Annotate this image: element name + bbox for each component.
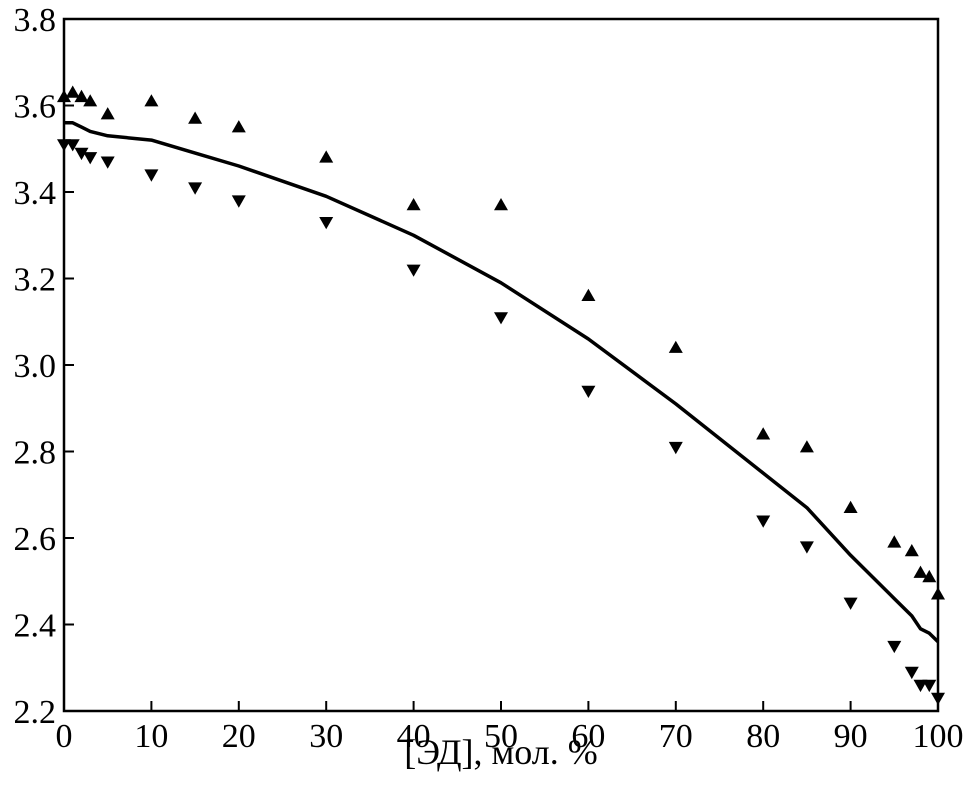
data-point-down-triangle [756,515,771,528]
data-point-up-triangle [83,94,98,107]
data-point-down-triangle [843,597,858,610]
x-tick-label: 20 [222,718,256,755]
data-point-up-triangle [799,440,814,453]
data-point-up-triangle [668,340,683,353]
fit-line [64,121,940,644]
data-point-down-triangle [406,264,421,277]
data-point-down-triangle [231,195,246,208]
data-point-up-triangle [887,535,902,548]
data-point-up-triangle [74,89,89,103]
x-tick-label: 50 [484,718,518,755]
x-tick-label: 0 [56,718,73,755]
data-point-down-triangle [581,385,596,398]
data-point-up-triangle [494,198,508,211]
data-point-down-triangle [904,666,919,680]
y-tick-label: 3.0 [14,348,57,385]
data-point-up-triangle [843,500,858,513]
x-tick-label: 40 [397,718,431,755]
x-tick-label: 80 [746,718,780,755]
x-tick-label: 100 [913,718,964,755]
data-point-down-triangle [494,312,508,325]
data-point-up-triangle [65,85,80,98]
data-point-down-triangle [319,217,334,230]
data-point-down-triangle [922,679,937,693]
data-point-up-triangle [581,288,596,301]
data-point-up-triangle [57,89,71,103]
data-point-up-triangle [756,427,771,440]
x-axis-title: [ЭД], мол. % [404,732,598,772]
x-axis: 0 10 20 30 40 50 60 70 80 90 100 [56,701,964,755]
data-point-down-triangle [65,139,80,152]
x-tick-label: 30 [309,718,343,755]
data-point-up-triangle [188,111,203,124]
data-point-down-triangle [188,182,203,195]
y-axis: 2.2 2.4 2.6 2.8 3.0 3.2 3.4 3.6 3.8 [14,2,74,731]
data-point-down-triangle [887,640,902,654]
data-point-up-triangle [100,107,115,120]
data-point-down-triangle [144,169,159,182]
y-tick-label: 3.6 [14,89,57,126]
x-tick-label: 10 [134,718,168,755]
data-point-up-triangle [144,94,159,107]
y-tick-label: 2.4 [14,608,57,645]
y-tick-label: 2.2 [14,694,57,731]
data-point-up-triangle [231,120,246,133]
series-layer [57,85,945,705]
x-tick-label: 70 [659,718,693,755]
y-tick-label: 3.2 [14,262,57,299]
data-point-down-triangle [913,679,928,693]
data-point-down-triangle [931,692,945,705]
data-point-up-triangle [913,565,928,578]
data-point-up-triangle [904,544,919,557]
data-point-down-triangle [668,441,683,455]
data-point-up-triangle [922,569,937,583]
data-point-down-triangle [83,152,98,165]
x-tick-label: 60 [571,718,605,755]
y-tick-label: 2.8 [14,435,57,472]
y-tick-label: 2.6 [14,521,57,558]
y-tick-label: 3.8 [14,2,57,39]
data-point-up-triangle [931,587,945,600]
y-tick-label: 3.4 [14,175,57,212]
data-point-down-triangle [799,541,814,554]
data-point-down-triangle [74,147,89,161]
data-point-up-triangle [406,198,421,211]
data-point-up-triangle [319,150,334,163]
x-tick-label: 90 [834,718,868,755]
data-point-down-triangle [100,156,115,169]
